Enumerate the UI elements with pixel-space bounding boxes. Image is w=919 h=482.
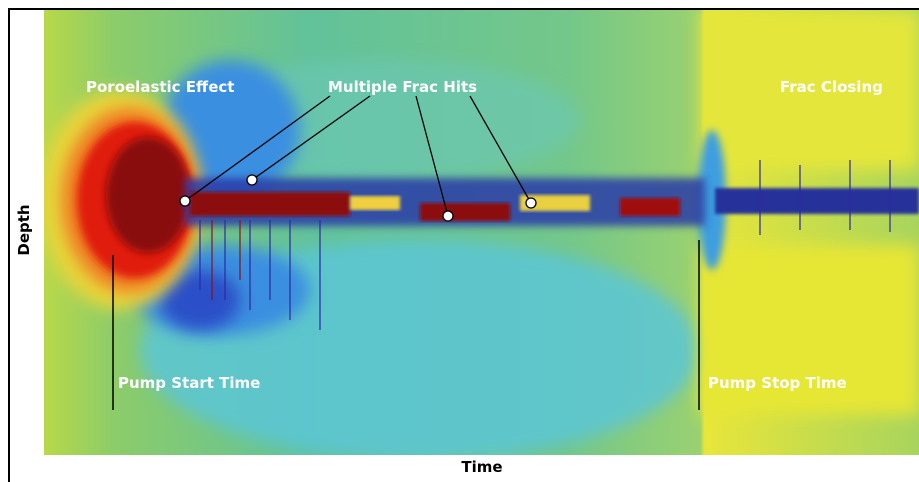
annotation: Poroelastic Effect	[86, 78, 234, 96]
annotation: Frac Closing	[780, 78, 883, 96]
annotation: Pump Stop Time	[708, 374, 847, 392]
x-axis-label: Time	[461, 458, 502, 476]
figure: Poroelastic Effect Multiple Frac Hits Fr…	[0, 0, 919, 482]
annotation: Pump Start Time	[118, 374, 260, 392]
y-axis-label: Depth	[15, 204, 33, 255]
annotation: Multiple Frac Hits	[328, 78, 477, 96]
